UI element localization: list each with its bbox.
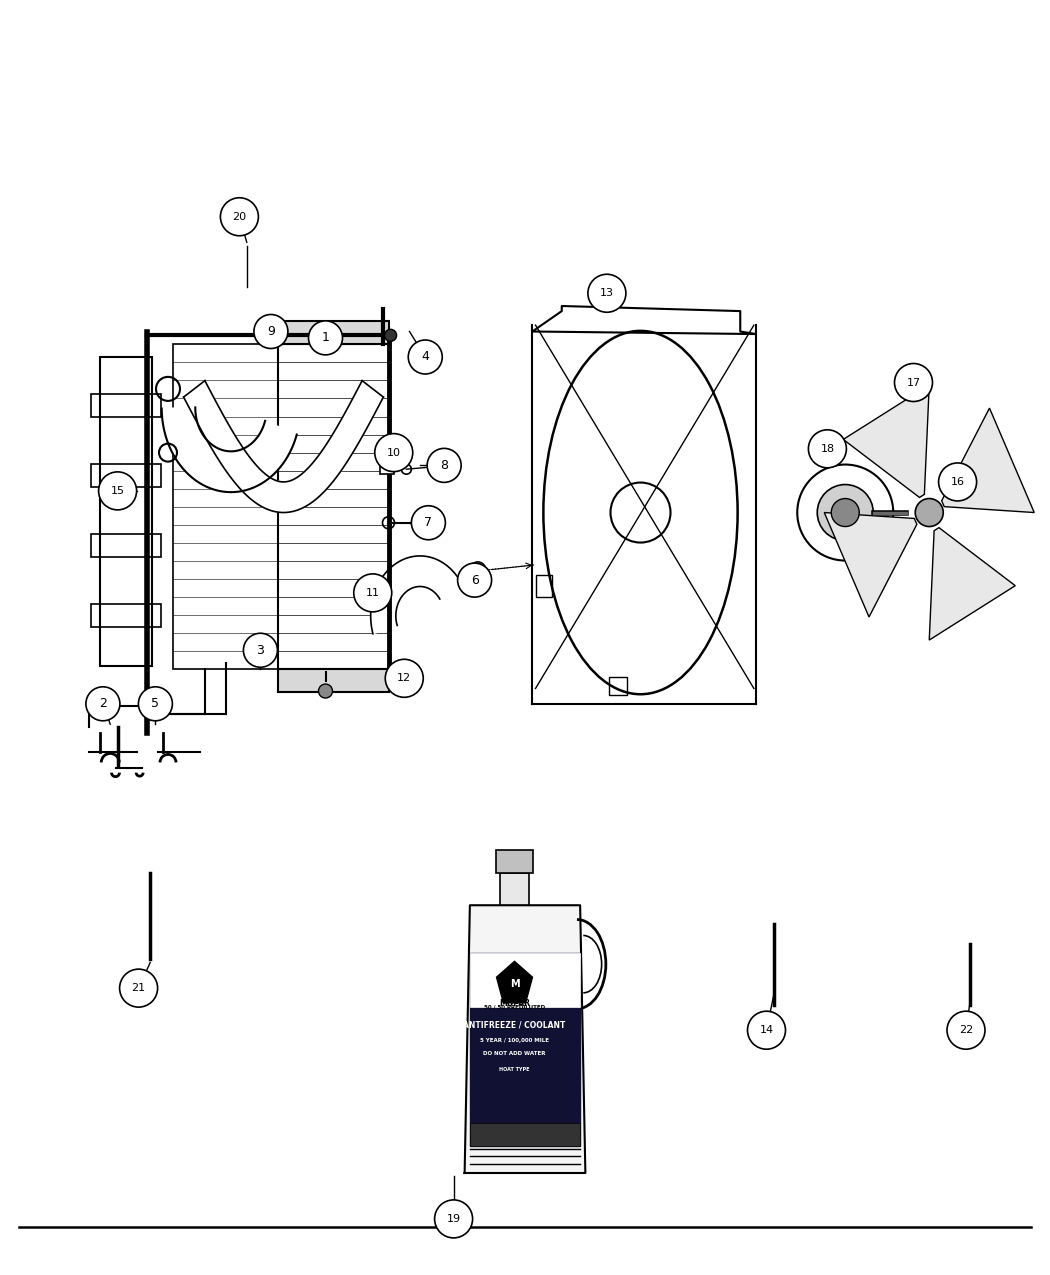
Circle shape — [916, 499, 943, 527]
Bar — [536, 575, 551, 597]
Bar — [278, 344, 388, 669]
Bar — [100, 357, 152, 666]
Bar — [500, 873, 529, 905]
Text: 11: 11 — [365, 588, 380, 598]
Circle shape — [309, 321, 342, 354]
Text: 22: 22 — [959, 1025, 973, 1035]
Circle shape — [384, 329, 397, 342]
Text: M: M — [509, 979, 520, 989]
Bar — [470, 1123, 580, 1146]
Polygon shape — [162, 408, 297, 492]
Circle shape — [797, 464, 894, 561]
Text: 10: 10 — [386, 448, 401, 458]
Circle shape — [412, 506, 445, 539]
Text: 2: 2 — [99, 697, 107, 710]
Text: 1: 1 — [321, 332, 330, 344]
Circle shape — [427, 449, 461, 482]
Circle shape — [244, 634, 277, 667]
Circle shape — [458, 564, 491, 597]
Circle shape — [408, 340, 442, 374]
Circle shape — [895, 363, 932, 402]
Circle shape — [139, 687, 172, 720]
Circle shape — [832, 499, 859, 527]
Text: 9: 9 — [267, 325, 275, 338]
Bar — [91, 394, 161, 417]
Circle shape — [120, 969, 158, 1007]
Text: 14: 14 — [759, 1025, 774, 1035]
Polygon shape — [824, 513, 917, 617]
Text: 4: 4 — [421, 351, 429, 363]
Circle shape — [435, 1200, 472, 1238]
Bar — [380, 453, 394, 474]
Circle shape — [254, 315, 288, 348]
Bar — [609, 677, 627, 695]
Text: 19: 19 — [446, 1214, 461, 1224]
Polygon shape — [371, 556, 460, 634]
Text: 5 YEAR / 100,000 MILE: 5 YEAR / 100,000 MILE — [480, 1038, 549, 1043]
Text: 7: 7 — [424, 516, 433, 529]
Text: 50 / 50 PREDILUTED: 50 / 50 PREDILUTED — [484, 1005, 545, 1010]
Text: DO NOT ADD WATER: DO NOT ADD WATER — [483, 1051, 546, 1056]
Text: 16: 16 — [950, 477, 965, 487]
Bar — [278, 669, 388, 692]
Bar — [278, 321, 388, 344]
Polygon shape — [532, 306, 756, 334]
Circle shape — [808, 430, 846, 468]
Bar — [91, 464, 161, 487]
Bar — [91, 534, 161, 557]
Bar — [91, 604, 161, 627]
Circle shape — [354, 574, 392, 612]
Circle shape — [375, 434, 413, 472]
Text: 18: 18 — [820, 444, 835, 454]
Text: 13: 13 — [600, 288, 614, 298]
Circle shape — [817, 484, 874, 541]
Circle shape — [588, 274, 626, 312]
Text: HOAT TYPE: HOAT TYPE — [499, 1067, 530, 1071]
Circle shape — [939, 463, 977, 501]
Polygon shape — [184, 381, 383, 513]
Circle shape — [318, 685, 333, 697]
Text: MOPAR: MOPAR — [499, 1000, 530, 1009]
Bar — [470, 954, 580, 1146]
Polygon shape — [929, 528, 1015, 640]
Bar — [496, 850, 533, 873]
Polygon shape — [497, 961, 532, 1003]
Polygon shape — [843, 385, 929, 497]
Text: 15: 15 — [110, 486, 125, 496]
Circle shape — [748, 1011, 785, 1049]
Text: 5: 5 — [151, 697, 160, 710]
Text: 20: 20 — [232, 212, 247, 222]
Polygon shape — [942, 408, 1034, 513]
Bar — [470, 954, 580, 1007]
Text: 8: 8 — [440, 459, 448, 472]
Text: 17: 17 — [906, 377, 921, 388]
Text: 6: 6 — [470, 574, 479, 586]
Circle shape — [86, 687, 120, 720]
Circle shape — [385, 659, 423, 697]
Text: ANTIFREEZE / COOLANT: ANTIFREEZE / COOLANT — [463, 1020, 566, 1029]
Circle shape — [99, 472, 136, 510]
Text: 3: 3 — [256, 644, 265, 657]
Bar — [173, 344, 278, 669]
Text: 21: 21 — [131, 983, 146, 993]
Circle shape — [220, 198, 258, 236]
Circle shape — [947, 1011, 985, 1049]
Text: 12: 12 — [397, 673, 412, 683]
Polygon shape — [464, 905, 586, 1173]
